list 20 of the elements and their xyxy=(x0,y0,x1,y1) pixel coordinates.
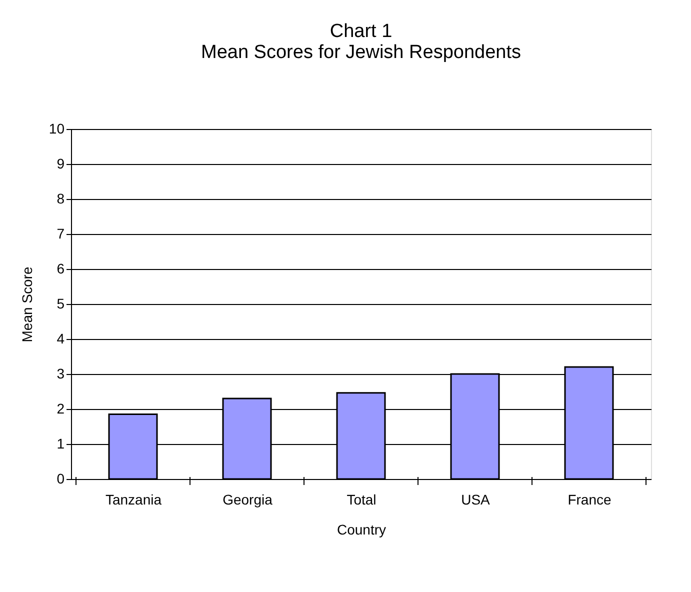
y-tick-label: 5 xyxy=(56,296,65,312)
y-tick-label: 0 xyxy=(56,470,65,486)
y-tick-label: 9 xyxy=(56,156,65,172)
x-tick-label: Tanzania xyxy=(105,492,162,508)
x-tick-label: Total xyxy=(346,492,376,508)
text: Chart 1 xyxy=(330,21,392,42)
y-tick-label: 2 xyxy=(56,400,65,416)
x-tick-label: France xyxy=(568,492,612,508)
x-tick-label: USA xyxy=(461,492,491,508)
text: Mean Scores for Jewish Respondents xyxy=(201,42,521,63)
y-axis-title: Mean Score xyxy=(18,266,35,342)
y-tick-label: 3 xyxy=(56,366,65,382)
y-tick-label: 10 xyxy=(48,120,65,136)
y-tick-label: 7 xyxy=(56,226,65,242)
y-tick-label: 1 xyxy=(56,436,65,452)
x-tick-label: Georgia xyxy=(222,492,273,508)
y-tick-label: 6 xyxy=(56,260,65,276)
x-axis-title: Country xyxy=(336,522,386,538)
y-tick-label: 8 xyxy=(56,190,65,206)
y-tick-label: 4 xyxy=(56,330,65,346)
